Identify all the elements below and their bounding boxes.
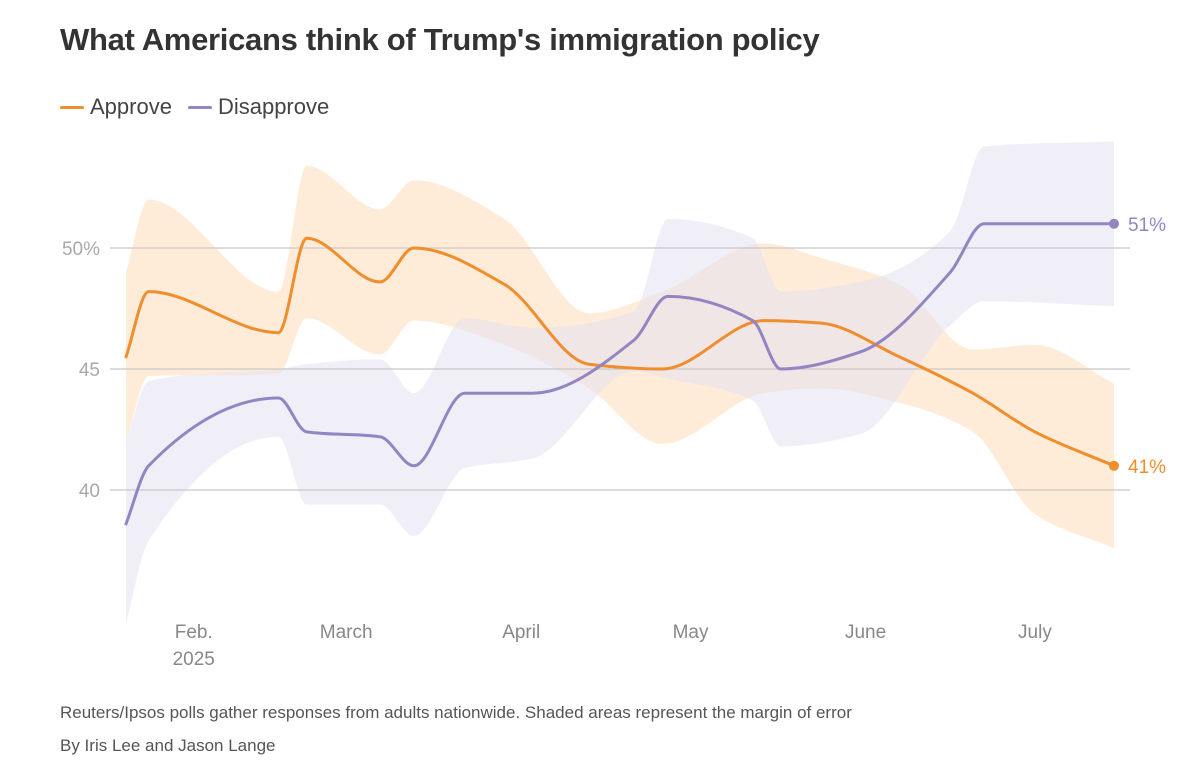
y-tick-label: 40 bbox=[79, 481, 100, 502]
source-note: Reuters/Ipsos polls gather responses fro… bbox=[60, 703, 852, 722]
legend-swatch-disapprove bbox=[187, 105, 212, 109]
byline: By Iris Lee and Jason Lange bbox=[60, 736, 276, 755]
x-tick-label: June bbox=[845, 622, 886, 643]
x-tick-label: July bbox=[1018, 622, 1052, 643]
legend-swatch-approve bbox=[60, 105, 84, 109]
x-tick-sublabel: 2025 bbox=[173, 649, 215, 670]
chart-title: What Americans think of Trump's immigrat… bbox=[60, 22, 820, 57]
tick-labels: 50% 45 40 Feb. 2025 March April May June July 41% 5… bbox=[62, 215, 1166, 670]
series-line-approve bbox=[124, 236, 1116, 468]
error-bands bbox=[126, 141, 1114, 624]
legend-label-disapprove: Disapprove bbox=[217, 94, 330, 119]
x-tick-label: May bbox=[673, 622, 709, 643]
legend-item-approve: Approve bbox=[60, 94, 172, 120]
x-tick-label: Feb. bbox=[175, 622, 213, 643]
x-tick-label: March bbox=[320, 622, 373, 643]
series-end-dot-approve bbox=[1109, 460, 1119, 471]
legend-label-approve: Approve bbox=[90, 94, 172, 119]
series-lines bbox=[124, 218, 1119, 526]
series-end-label-approve: 41% bbox=[1128, 457, 1166, 478]
y-tick-label: 45 bbox=[79, 360, 100, 381]
series-end-label-disapprove: 51% bbox=[1128, 215, 1166, 236]
series-end-dot-disapprove bbox=[1109, 218, 1119, 229]
gridlines bbox=[110, 247, 1130, 491]
legend: Approve Disapprove bbox=[60, 94, 345, 120]
legend-item-disapprove: Disapprove bbox=[187, 94, 330, 120]
series-line-disapprove bbox=[124, 222, 1116, 526]
y-tick-label: 50% bbox=[62, 239, 100, 260]
x-tick-label: April bbox=[502, 622, 540, 643]
error-band-disapprove bbox=[126, 141, 1114, 624]
